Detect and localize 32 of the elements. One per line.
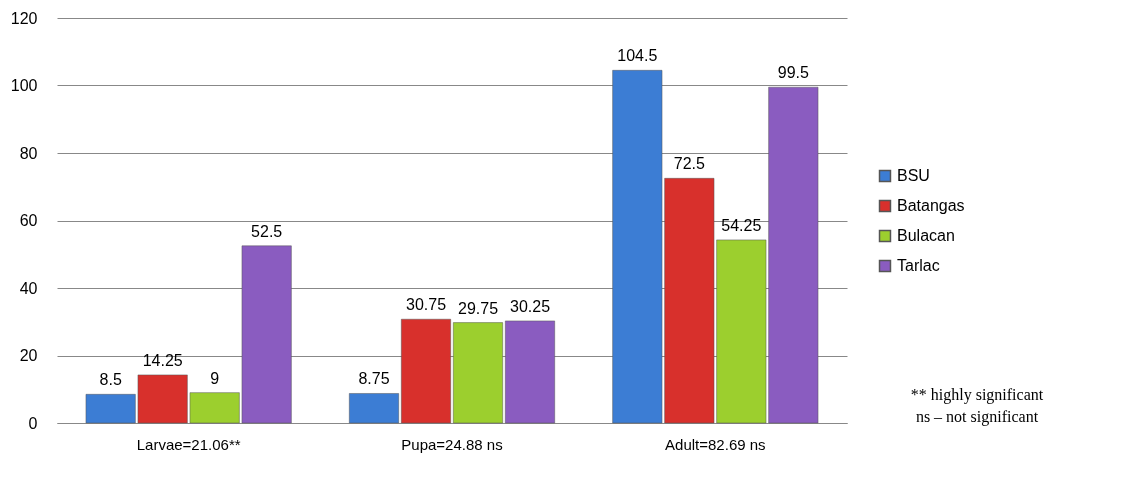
data-label: 30.75: [405, 296, 447, 314]
y-tick-label: 60: [19, 212, 38, 229]
y-tick-label: 100: [10, 77, 38, 94]
data-label: 30.25: [509, 297, 551, 315]
data-label: 14.25: [142, 351, 183, 369]
y-tick-label: 120: [10, 9, 38, 27]
x-tick-label: Pupa=24.88 ns: [401, 435, 503, 453]
data-label: 8.75: [358, 370, 390, 388]
data-label: 54.25: [721, 216, 762, 234]
data-label: 104.5: [617, 47, 658, 65]
x-tick-label: Adult=82.69 ns: [665, 435, 766, 453]
y-tick-label: 20: [19, 347, 38, 364]
y-tick-label: 40: [19, 279, 38, 297]
data-label: 8.5: [99, 371, 122, 389]
data-label: 52.5: [251, 222, 283, 240]
legend-label: Bulacan: [897, 227, 955, 244]
data-label: 29.75: [457, 299, 499, 317]
data-label: 99.5: [777, 64, 810, 82]
data-label: 72.5: [673, 155, 706, 173]
legend-label: Tarlac: [897, 257, 940, 274]
bar: [401, 318, 451, 424]
y-tick-label: 0: [28, 414, 38, 432]
bar: [349, 393, 399, 424]
text: ** highly significant: [910, 386, 1044, 404]
legend-label: BSU: [897, 167, 930, 184]
x-tick-label: Larvae=21.06**: [136, 435, 241, 453]
bar: [453, 322, 503, 424]
text: ns – not significant: [915, 408, 1039, 426]
legend-label: Batangas: [897, 197, 965, 214]
bar: [505, 320, 555, 424]
y-tick-label: 80: [19, 144, 38, 162]
data-label: 9: [210, 369, 220, 387]
